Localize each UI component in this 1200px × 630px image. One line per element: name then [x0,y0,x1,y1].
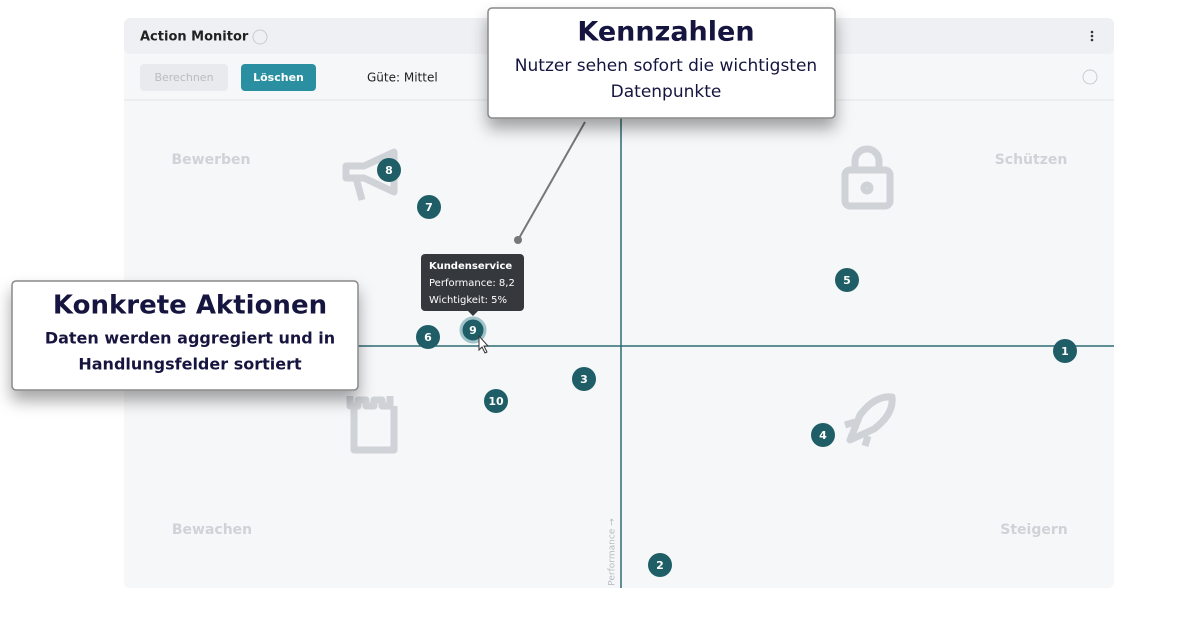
tower-icon [346,396,398,454]
quality-label: Güte: Mittel [367,71,438,85]
megaphone-icon [342,148,398,201]
info-icon[interactable] [1082,69,1098,85]
callout: Kennzahlen Nutzer sehen sofort die wicht… [487,7,836,119]
callout-text: Handlungsfelder sortiert [78,355,302,374]
point-marker[interactable] [416,325,440,349]
button-label: Berechnen [154,71,213,84]
point-label: 5 [843,274,851,287]
callout: Konkrete Aktionen Daten werden aggregier… [11,280,359,391]
point-marker[interactable] [377,158,401,182]
point-label: 9 [469,324,477,337]
point-label: 10 [488,395,504,408]
header-title: Action Monitor [140,30,249,45]
point-label: 3 [580,373,588,386]
point-marker[interactable] [417,195,441,219]
point-label: 4 [819,429,827,442]
tooltip-line: Wichtigkeit: 5% [429,295,507,306]
points: 1 2 3 4 5 6 7 8 9 10 [377,158,1077,577]
quadrant-label: Steigern [1000,522,1067,538]
lock-icon [841,145,894,210]
axis-label: Performance → [608,518,618,586]
button[interactable] [241,64,316,91]
quadrant-label: Bewerben [172,152,251,168]
callout-pointer [517,121,586,241]
info-icon[interactable] [252,29,268,45]
point-marker[interactable] [648,553,672,577]
tooltip: Kundenservice Performance: 8,2 Wichtigke… [421,254,524,316]
cursor [478,334,490,354]
tooltip-title: Kundenservice [429,261,512,272]
point-label: 6 [424,331,432,344]
point-label: 1 [1061,345,1069,358]
callout-text: Daten werden aggregiert und in [45,329,335,348]
point-marker[interactable] [484,389,508,413]
callout-title: Konkrete Aktionen [53,291,327,321]
point-label: 8 [385,164,393,177]
callout-text: Nutzer sehen sofort die wichtigsten [515,56,817,76]
callout-title: Kennzahlen [577,17,754,48]
quadrant-label: Bewachen [172,522,252,538]
point-marker[interactable] [1053,339,1077,363]
point-marker[interactable] [811,423,835,447]
quadrant-label: Schützen [995,152,1068,168]
menu-icon[interactable] [1090,30,1094,42]
point-marker[interactable] [835,268,859,292]
callout-dot [514,236,522,244]
button-disabled [140,64,228,91]
point-label: 7 [425,201,433,214]
tooltip-line: Performance: 8,2 [429,278,515,289]
callout-text: Datenpunkte [611,82,722,102]
rocket-icon [843,393,896,448]
point-marker[interactable] [572,367,596,391]
button-label: Löschen [253,71,304,84]
point-label: 2 [656,559,664,572]
